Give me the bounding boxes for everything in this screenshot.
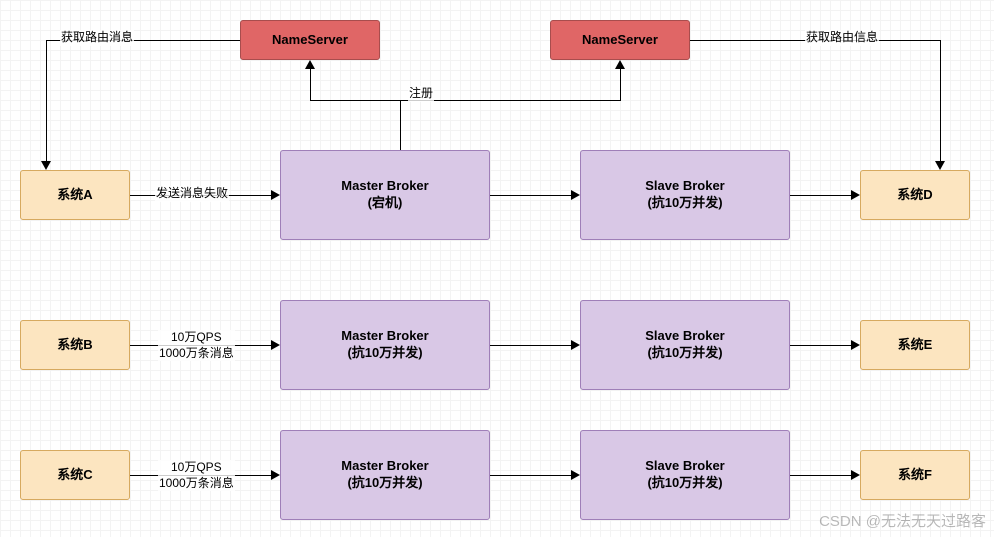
label-route-left: 获取路由消息 bbox=[60, 30, 134, 46]
master-broker-2: Master Broker(抗10万并发) bbox=[280, 300, 490, 390]
arrow-sysE-in bbox=[851, 340, 860, 350]
node-label: Slave Broker bbox=[645, 178, 725, 195]
edge-mb3-sb3 bbox=[490, 475, 572, 476]
node-sublabel: (抗10万并发) bbox=[647, 475, 722, 492]
system-f: 系统F bbox=[860, 450, 970, 500]
edge-mb1-sb1 bbox=[490, 195, 572, 196]
arrow-ns1-in bbox=[305, 60, 315, 69]
node-label: Master Broker bbox=[341, 178, 428, 195]
node-label: Master Broker bbox=[341, 328, 428, 345]
node-label: 系统E bbox=[898, 337, 933, 354]
system-d: 系统D bbox=[860, 170, 970, 220]
slave-broker-1: Slave Broker(抗10万并发) bbox=[580, 150, 790, 240]
arrow-mb1-in bbox=[271, 190, 280, 200]
slave-broker-2: Slave Broker(抗10万并发) bbox=[580, 300, 790, 390]
edge-register-right-v bbox=[620, 68, 621, 101]
arrow-sb3-in bbox=[571, 470, 580, 480]
node-label: Slave Broker bbox=[645, 458, 725, 475]
edge-register-left-v bbox=[310, 68, 311, 101]
arrow-mb3-in bbox=[271, 470, 280, 480]
edge-register-stem bbox=[400, 100, 401, 150]
node-sublabel: (抗10万并发) bbox=[347, 345, 422, 362]
nameserver-1: NameServer bbox=[240, 20, 380, 60]
node-label: 系统C bbox=[57, 467, 92, 484]
master-broker-3: Master Broker(抗10万并发) bbox=[280, 430, 490, 520]
node-label: NameServer bbox=[272, 32, 348, 49]
edge-sb3-sysF bbox=[790, 475, 852, 476]
edge-sb2-sysE bbox=[790, 345, 852, 346]
arrow-sysF-in bbox=[851, 470, 860, 480]
node-label: 系统B bbox=[57, 337, 92, 354]
label-route-right: 获取路由信息 bbox=[805, 30, 879, 46]
edge-ns1-sysA-v bbox=[46, 40, 47, 162]
node-sublabel: (抗10万并发) bbox=[647, 345, 722, 362]
edge-sb1-sysD bbox=[790, 195, 852, 196]
label-qps-row3: 10万QPS1000万条消息 bbox=[158, 460, 235, 491]
nameserver-2: NameServer bbox=[550, 20, 690, 60]
node-label: Master Broker bbox=[341, 458, 428, 475]
arrow-sb2-in bbox=[571, 340, 580, 350]
node-label: 系统D bbox=[897, 187, 932, 204]
master-broker-1: Master Broker(宕机) bbox=[280, 150, 490, 240]
arrow-sb1-in bbox=[571, 190, 580, 200]
node-sublabel: (宕机) bbox=[368, 195, 403, 212]
edge-mb2-sb2 bbox=[490, 345, 572, 346]
watermark: CSDN @无法无天过路客 bbox=[819, 510, 986, 531]
system-e: 系统E bbox=[860, 320, 970, 370]
arrow-ns2-in bbox=[615, 60, 625, 69]
node-label: 系统A bbox=[57, 187, 92, 204]
system-b: 系统B bbox=[20, 320, 130, 370]
node-label: Slave Broker bbox=[645, 328, 725, 345]
arrow-sysA-in bbox=[41, 161, 51, 170]
arrow-mb2-in bbox=[271, 340, 280, 350]
edge-ns2-sysD-v bbox=[940, 40, 941, 162]
arrow-sysD-in bbox=[935, 161, 945, 170]
label-send-fail: 发送消息失败 bbox=[155, 186, 229, 202]
node-sublabel: (抗10万并发) bbox=[647, 195, 722, 212]
node-sublabel: (抗10万并发) bbox=[347, 475, 422, 492]
edge-register-left-h bbox=[310, 100, 401, 101]
node-label: NameServer bbox=[582, 32, 658, 49]
slave-broker-3: Slave Broker(抗10万并发) bbox=[580, 430, 790, 520]
node-label: 系统F bbox=[898, 467, 932, 484]
arrow-sysD-in2 bbox=[851, 190, 860, 200]
system-a: 系统A bbox=[20, 170, 130, 220]
system-c: 系统C bbox=[20, 450, 130, 500]
label-register: 注册 bbox=[408, 86, 434, 102]
label-qps-row2: 10万QPS1000万条消息 bbox=[158, 330, 235, 361]
